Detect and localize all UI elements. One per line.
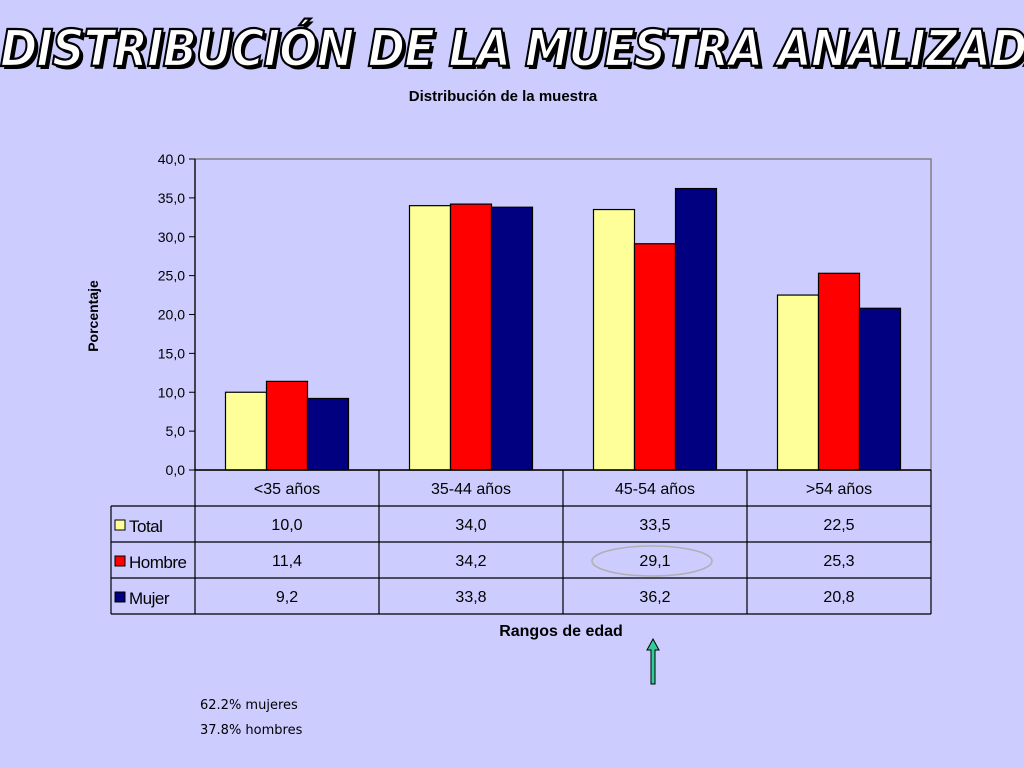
- bar-hombre: [633, 243, 677, 471]
- data-label: 34,0: [455, 517, 486, 534]
- bar-total: [592, 208, 636, 471]
- bar-mujer: [674, 187, 718, 471]
- up-arrow-icon: [646, 638, 660, 685]
- x-tick-label: 35-44 años: [431, 481, 511, 498]
- y-tick-label: 0,0: [166, 462, 186, 478]
- bar-hombre: [817, 272, 861, 471]
- bar-hombre: [265, 380, 309, 471]
- data-label: 36,2: [639, 589, 670, 606]
- legend-label: Hombre: [129, 553, 187, 572]
- slide-title: DISTRIBUCIÓN DE LA MUESTRA ANALIZADA: [0, 18, 1024, 80]
- data-label: 25,3: [823, 553, 854, 570]
- bar-total: [224, 391, 268, 471]
- y-axis-label: Porcentaje: [85, 280, 101, 352]
- data-label: 33,5: [639, 517, 670, 534]
- y-tick-label: 35,0: [158, 190, 185, 206]
- bar-total: [776, 294, 820, 471]
- bar-mujer: [490, 206, 534, 471]
- y-tick-label: 40,0: [158, 151, 185, 167]
- x-tick-label: 45-54 años: [615, 481, 695, 498]
- y-tick-label: 10,0: [158, 384, 185, 400]
- bar-mujer: [858, 307, 902, 471]
- y-tick-label: 30,0: [158, 229, 185, 245]
- data-label: 22,5: [823, 517, 854, 534]
- y-tick-label: 25,0: [158, 268, 185, 284]
- bar-total: [408, 205, 452, 471]
- legend-swatch-hombre: [114, 555, 126, 567]
- note-mujeres: 62.2% mujeres: [200, 698, 298, 713]
- y-tick-label: 5,0: [166, 423, 186, 439]
- data-label: 33,8: [455, 589, 486, 606]
- legend-swatch-total: [114, 519, 126, 531]
- data-label: 10,0: [271, 517, 302, 534]
- bar-hombre: [449, 203, 493, 471]
- data-label: 34,2: [455, 553, 486, 570]
- bar-mujer: [306, 397, 350, 471]
- legend-swatch-mujer: [114, 591, 126, 603]
- x-axis-label: Rangos de edad: [499, 623, 623, 640]
- y-tick-label: 15,0: [158, 345, 185, 361]
- data-label: 11,4: [272, 553, 302, 570]
- legend-label: Mujer: [129, 589, 170, 608]
- highlight-ellipse: [591, 545, 713, 577]
- note-hombres: 37.8% hombres: [200, 723, 303, 738]
- data-label: 29,1: [639, 553, 670, 570]
- chart-title: Distribución de la muestra: [409, 88, 598, 105]
- data-label: 20,8: [823, 589, 854, 606]
- data-label: 9,2: [276, 589, 298, 606]
- legend-label: Total: [129, 517, 162, 536]
- x-tick-label: >54 años: [806, 481, 872, 498]
- x-tick-label: <35 años: [254, 481, 320, 498]
- y-tick-label: 20,0: [158, 307, 185, 323]
